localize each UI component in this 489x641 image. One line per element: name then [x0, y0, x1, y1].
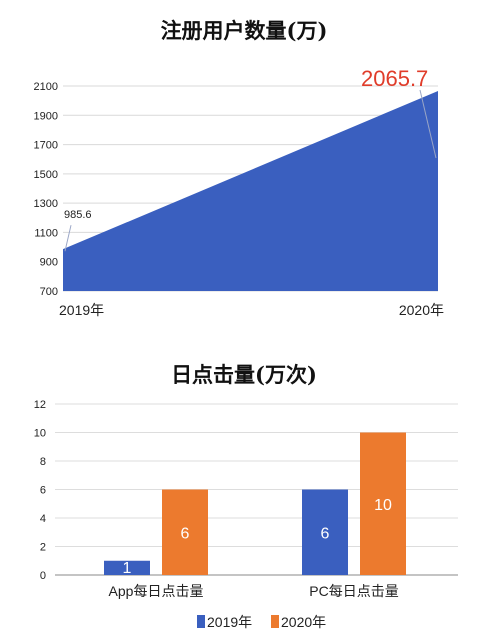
bar-chart-y-ticks: 0 2 4 6 8 10 12 — [34, 399, 46, 582]
area-x-tick-label: 2020年 — [399, 302, 444, 318]
bar-chart-categories: App每日点击量 PC每日点击量 — [109, 583, 399, 599]
area-chart-y-ticks: 700 900 1100 1300 1500 1700 1900 2100 — [34, 81, 58, 298]
bar — [302, 489, 348, 575]
area-y-tick-label: 1900 — [34, 110, 58, 122]
annotation-leader-line — [419, 89, 437, 159]
bar-y-tick-label: 0 — [40, 570, 46, 582]
legend-label: 2019年 — [207, 614, 252, 630]
area-series — [63, 91, 438, 292]
bar-y-tick-label: 10 — [34, 428, 46, 440]
area-y-tick-label: 1700 — [34, 140, 58, 152]
legend-swatch — [197, 615, 205, 628]
area-chart-title: 注册用户数量(万) — [161, 18, 328, 43]
bar-data-label: 6 — [321, 525, 330, 542]
bar-data-label: 6 — [181, 525, 190, 542]
bar-chart-title: 日点击量(万次) — [171, 362, 317, 387]
annotation-leader-line — [64, 225, 72, 252]
bar-data-label: 10 — [374, 497, 392, 514]
area-chart-x-ticks: 2019年 2020年 — [59, 302, 444, 318]
bar-category-label: PC每日点击量 — [309, 583, 398, 599]
area-y-tick-label: 900 — [40, 257, 58, 269]
bar-y-tick-label: 4 — [40, 513, 46, 525]
bar — [104, 560, 150, 575]
bar — [360, 432, 406, 575]
area-y-tick-label: 700 — [40, 286, 58, 298]
area-y-tick-label: 1100 — [34, 227, 58, 239]
bar-data-label: 1 — [123, 560, 132, 577]
area-y-tick-label: 1500 — [34, 169, 58, 181]
bar-chart-legend: 2019年 2020年 — [197, 614, 326, 630]
area-x-tick-label: 2019年 — [59, 302, 104, 318]
area-y-tick-label: 2100 — [34, 81, 58, 93]
bar-y-tick-label: 8 — [40, 456, 46, 468]
area-y-tick-label: 1300 — [34, 198, 58, 210]
bar — [162, 489, 208, 575]
bar-series: 1 6 6 10 — [104, 432, 406, 577]
legend-label: 2020年 — [281, 614, 326, 630]
area-annotations: 985.6 2065.7 — [64, 66, 437, 252]
bar-y-tick-label: 2 — [40, 542, 46, 554]
bar-category-label: App每日点击量 — [109, 583, 204, 599]
legend-swatch — [271, 615, 279, 628]
data-label-end: 2065.7 — [361, 66, 428, 91]
bar-y-tick-label: 6 — [40, 485, 46, 497]
data-label-start: 985.6 — [64, 209, 92, 221]
bar-y-tick-label: 12 — [34, 399, 46, 411]
